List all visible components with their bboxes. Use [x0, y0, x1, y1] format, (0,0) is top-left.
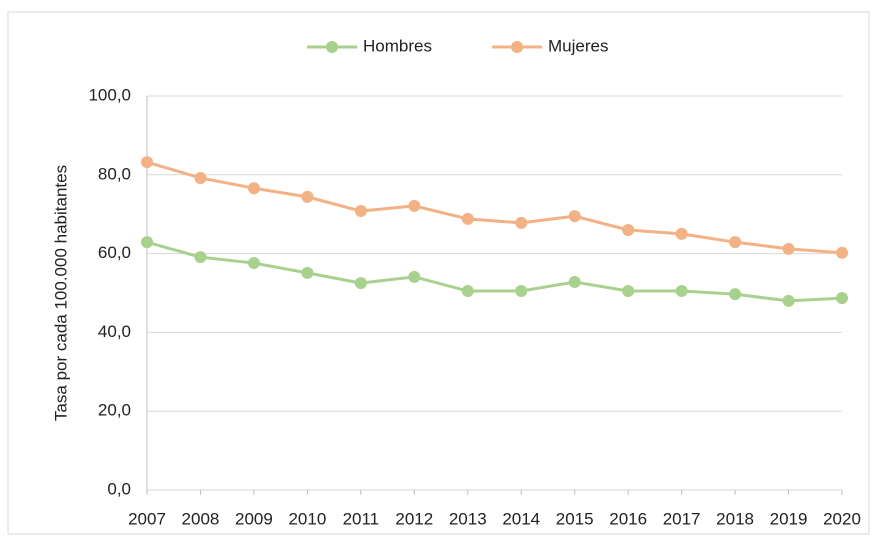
data-point — [141, 156, 153, 169]
legend-marker — [511, 41, 523, 53]
x-tick-label: 2013 — [449, 509, 487, 528]
data-point — [247, 182, 260, 195]
legend-label: Hombres — [363, 36, 432, 55]
x-tick-label: 2015 — [556, 509, 594, 528]
series-line — [146, 240, 843, 303]
data-point — [247, 257, 260, 270]
data-point — [354, 205, 367, 218]
legend-marker — [326, 41, 338, 53]
data-point — [141, 236, 153, 249]
data-point — [836, 292, 848, 305]
data-point — [782, 294, 795, 307]
data-point — [568, 275, 581, 288]
x-tick-label: 2017 — [663, 509, 701, 528]
y-axis-label: Tasa por cada 100.000 habitantes — [51, 165, 70, 421]
data-point — [836, 246, 848, 259]
y-tick-label: 0,0 — [107, 479, 131, 498]
x-tick-label: 2008 — [182, 509, 220, 528]
data-point — [301, 190, 314, 203]
data-point — [354, 277, 367, 290]
y-tick-label: 40,0 — [98, 322, 131, 341]
x-tick-label: 2010 — [288, 509, 326, 528]
data-point — [515, 216, 528, 229]
data-point — [408, 199, 421, 212]
x-tick-label: 2007 — [128, 509, 166, 528]
data-point — [729, 236, 742, 249]
legend-label: Mujeres — [548, 36, 608, 55]
data-point — [461, 285, 474, 298]
data-point — [675, 285, 688, 298]
x-tick-label: 2018 — [716, 509, 754, 528]
data-point — [675, 227, 688, 240]
y-tick-label: 100,0 — [88, 85, 131, 104]
data-point — [194, 171, 207, 184]
data-point — [515, 285, 528, 298]
data-point — [461, 212, 474, 225]
data-point — [568, 210, 581, 223]
x-tick-label: 2016 — [609, 509, 647, 528]
y-tick-label: 20,0 — [98, 401, 131, 420]
y-tick-label: 80,0 — [98, 164, 131, 183]
x-tick-label: 2009 — [235, 509, 273, 528]
data-point — [408, 270, 421, 283]
data-point — [301, 266, 314, 279]
data-point — [622, 285, 635, 298]
x-tick-label: 2014 — [502, 509, 540, 528]
data-point — [622, 223, 635, 236]
x-tick-label: 2019 — [770, 509, 808, 528]
data-point — [729, 288, 742, 301]
data-point — [194, 251, 207, 264]
x-tick-label: 2011 — [343, 509, 380, 528]
chart-frame — [7, 11, 870, 535]
x-tick-label: 2012 — [395, 509, 433, 528]
data-point — [782, 242, 795, 255]
series-line — [146, 160, 843, 255]
y-tick-label: 60,0 — [98, 243, 131, 262]
x-tick-label: 2020 — [823, 509, 861, 528]
